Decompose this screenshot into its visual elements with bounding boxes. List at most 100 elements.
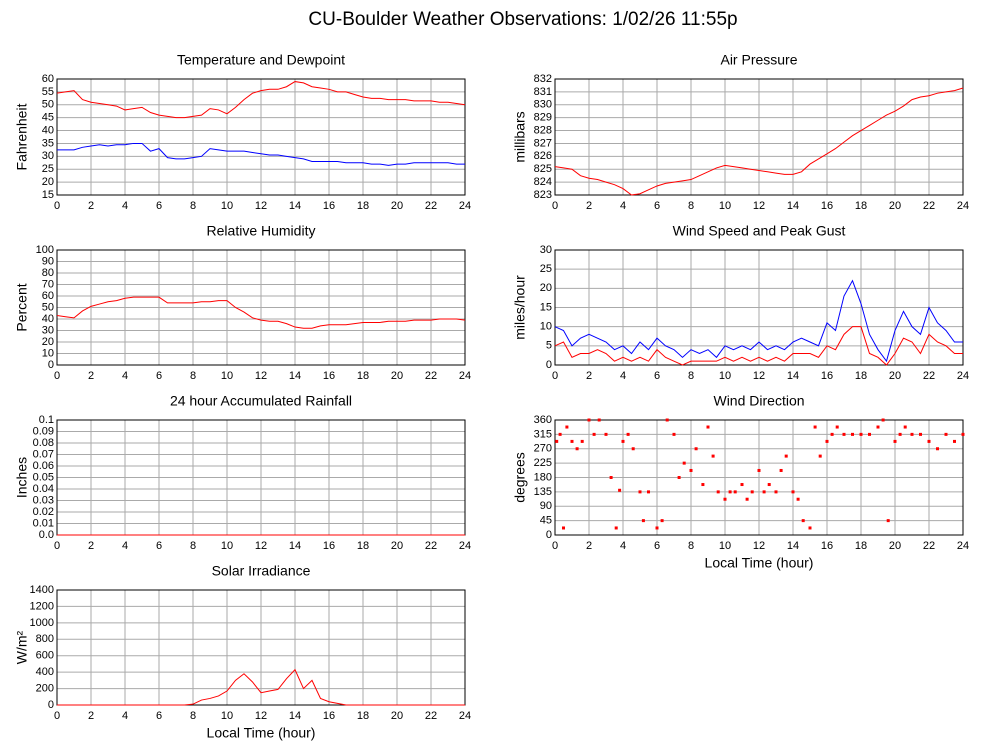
y-tick-label: 0.0 [39,529,54,541]
y-tick-label: 1000 [30,617,54,629]
y-axis-label: Percent [14,283,30,331]
x-tick-label: 20 [391,370,403,382]
y-tick-label: 0.1 [39,414,54,426]
y-tick-label: 60 [42,73,54,85]
x-tick-label: 6 [156,710,162,722]
y-tick-label: 600 [36,650,54,662]
x-tick-label: 6 [654,370,660,382]
y-tick-label: 823 [534,189,552,201]
x-tick-label: 24 [957,200,969,212]
y-tick-label: 45 [42,112,54,124]
data-point [570,439,574,443]
x-tick-label: 6 [156,370,162,382]
x-tick-label: 24 [459,200,471,212]
x-tick-label: 12 [753,540,765,552]
y-tick-label: 30 [42,150,54,162]
y-tick-label: 0.06 [33,460,54,472]
y-tick-label: 200 [36,682,54,694]
x-tick-label: 20 [391,200,403,212]
y-tick-label: 5 [546,340,552,352]
y-tick-label: 1400 [30,584,54,596]
y-axis-label: millibars [512,111,528,162]
data-point [927,439,931,443]
data-point [801,519,805,523]
y-axis-label: Fahrenheit [14,103,30,170]
x-tick-label: 4 [122,200,128,212]
data-point [682,461,686,465]
x-tick-label: 14 [289,710,301,722]
data-point [597,418,601,422]
y-tick-label: 800 [36,633,54,645]
x-tick-label: 2 [88,370,94,382]
x-tick-label: 4 [122,370,128,382]
x-tick-label: 16 [323,200,335,212]
data-point [881,418,885,422]
y-tick-label: 30 [42,324,54,336]
x-tick-label: 16 [821,370,833,382]
data-point [555,439,559,443]
y-tick-label: 70 [42,278,54,290]
y-tick-label: 60 [42,290,54,302]
data-point [903,425,907,429]
data-point [750,490,754,494]
data-point [587,418,591,422]
panel-title: Temperature and Dewpoint [177,52,345,68]
data-point [767,483,771,487]
y-axis-label: W/m² [14,630,30,664]
data-point [944,432,948,436]
plot-frame [554,249,964,366]
x-tick-label: 14 [289,540,301,552]
x-tick-label: 4 [620,370,626,382]
x-tick-label: 8 [190,370,196,382]
data-point [626,432,630,436]
data-point [774,490,778,494]
y-tick-label: 10 [540,321,552,333]
x-tick-label: 24 [957,540,969,552]
data-point [592,432,596,436]
x-tick-label: 0 [54,540,60,552]
data-point [706,425,710,429]
x-tick-label: 16 [323,370,335,382]
x-tick-label: 24 [459,540,471,552]
x-tick-label: 0 [54,200,60,212]
panel-title: Relative Humidity [207,223,316,239]
y-tick-label: 360 [534,414,552,426]
data-line [57,668,465,706]
y-tick-label: 0 [48,699,54,711]
x-tick-label: 14 [289,370,301,382]
plot-frame [554,78,964,196]
data-point [886,519,890,523]
y-tick-label: 40 [42,313,54,325]
x-tick-label: 16 [323,710,335,722]
x-tick-label: 18 [357,540,369,552]
y-tick-label: 1200 [30,600,54,612]
y-tick-label: 20 [42,176,54,188]
x-tick-label: 4 [122,710,128,722]
y-tick-label: 315 [534,428,552,440]
y-tick-label: 832 [534,73,552,85]
y-axis-label: degrees [512,452,528,503]
y-tick-label: 828 [534,124,552,136]
y-tick-label: 80 [42,267,54,279]
x-tick-label: 2 [586,370,592,382]
x-tick-label: 2 [586,540,592,552]
y-tick-label: 15 [42,189,54,201]
y-tick-label: 10 [42,347,54,359]
data-point [762,490,766,494]
x-tick-label: 24 [957,370,969,382]
x-tick-label: 10 [221,710,233,722]
data-point [961,432,965,436]
data-point [665,418,669,422]
data-point [621,439,625,443]
y-tick-label: 135 [534,486,552,498]
data-point [638,490,642,494]
x-tick-label: 14 [787,370,799,382]
x-tick-label: 6 [156,540,162,552]
data-point [893,439,897,443]
x-tick-label: 18 [357,370,369,382]
y-tick-label: 270 [534,443,552,455]
x-tick-label: 22 [425,540,437,552]
data-point [876,425,880,429]
x-tick-label: 20 [889,200,901,212]
